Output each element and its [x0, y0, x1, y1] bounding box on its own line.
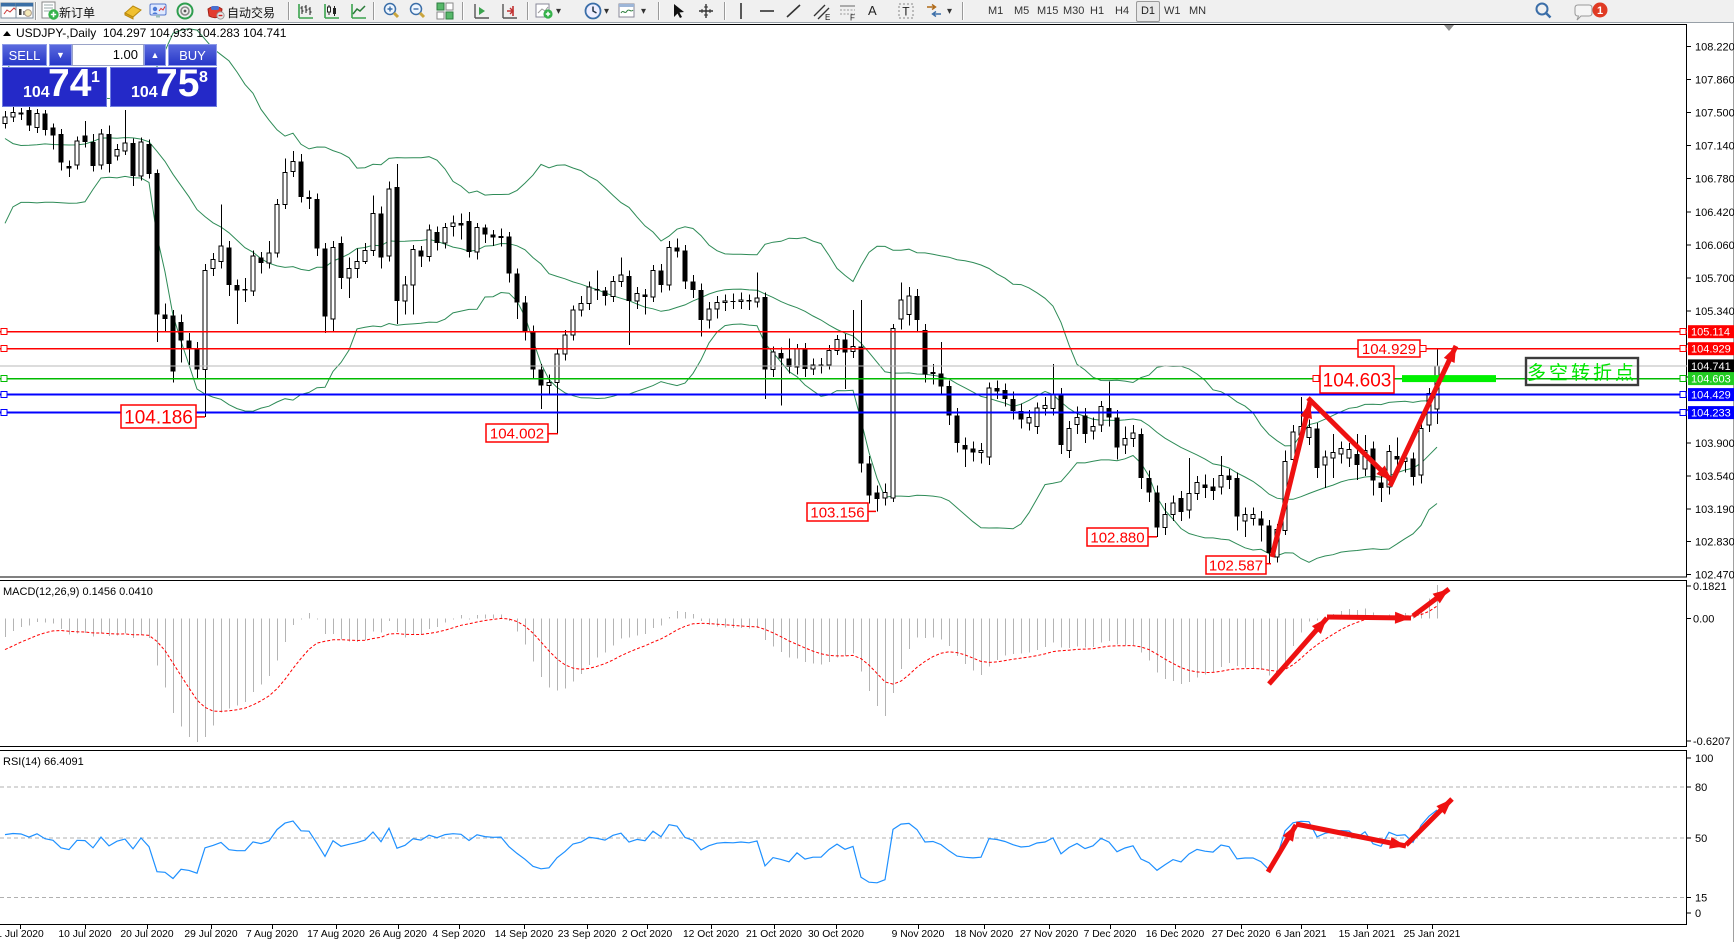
svg-text:26 Aug 2020: 26 Aug 2020 [369, 929, 427, 940]
svg-text:102.880: 102.880 [1090, 529, 1144, 546]
svg-text:103.190: 103.190 [1695, 504, 1734, 516]
svg-text:0.00: 0.00 [1693, 613, 1714, 625]
svg-text:103.900: 103.900 [1695, 438, 1734, 450]
svg-text:104.741: 104.741 [1691, 361, 1731, 373]
svg-text:9 Nov 2020: 9 Nov 2020 [892, 929, 945, 940]
svg-text:14 Sep 2020: 14 Sep 2020 [495, 929, 554, 940]
svg-text:21 Oct 2020: 21 Oct 2020 [746, 929, 802, 940]
svg-text:0: 0 [1695, 908, 1701, 920]
svg-text:102.830: 102.830 [1695, 536, 1734, 548]
svg-text:-0.6207: -0.6207 [1693, 736, 1730, 748]
svg-text:104.429: 104.429 [1691, 390, 1731, 402]
svg-text:7 Dec 2020: 7 Dec 2020 [1084, 929, 1137, 940]
svg-text:29 Jul 2020: 29 Jul 2020 [184, 929, 238, 940]
svg-text:15 Jan 2021: 15 Jan 2021 [1339, 929, 1396, 940]
svg-text:100: 100 [1695, 753, 1713, 765]
svg-text:12 Oct 2020: 12 Oct 2020 [683, 929, 739, 940]
svg-text:27 Nov 2020: 27 Nov 2020 [1020, 929, 1079, 940]
svg-text:23 Sep 2020: 23 Sep 2020 [558, 929, 617, 940]
svg-text:RSI(14) 66.4091: RSI(14) 66.4091 [3, 756, 84, 768]
svg-text:108.220: 108.220 [1695, 42, 1734, 54]
svg-text:T: T [902, 5, 910, 19]
svg-text:10 Jul 2020: 10 Jul 2020 [58, 929, 112, 940]
svg-text:6 Jan 2021: 6 Jan 2021 [1276, 929, 1327, 940]
svg-text:18 Nov 2020: 18 Nov 2020 [955, 929, 1014, 940]
svg-text:105.700: 105.700 [1695, 273, 1734, 285]
svg-text:103.540: 103.540 [1695, 471, 1734, 483]
svg-text:50: 50 [1695, 833, 1707, 845]
svg-text:106.060: 106.060 [1695, 240, 1734, 252]
svg-text:16 Dec 2020: 16 Dec 2020 [1146, 929, 1205, 940]
svg-text:4 Sep 2020: 4 Sep 2020 [433, 929, 486, 940]
svg-text:105.340: 105.340 [1695, 306, 1734, 318]
svg-text:104.002: 104.002 [490, 425, 544, 442]
svg-text:102.587: 102.587 [1209, 557, 1263, 574]
svg-text:F: F [850, 14, 855, 22]
svg-text:80: 80 [1695, 782, 1707, 794]
svg-text:1 Jul 2020: 1 Jul 2020 [0, 929, 44, 940]
svg-text:1: 1 [1597, 5, 1603, 17]
svg-text:USDJPY-,Daily 104.297 104.933: USDJPY-,Daily 104.297 104.933 104.283 10… [16, 26, 287, 40]
svg-text:20 Jul 2020: 20 Jul 2020 [120, 929, 174, 940]
svg-text:104.929: 104.929 [1691, 344, 1731, 356]
svg-text:107.500: 107.500 [1695, 108, 1734, 120]
svg-text:107.860: 107.860 [1695, 75, 1734, 87]
svg-text:E: E [825, 13, 830, 21]
svg-text:104.186: 104.186 [124, 407, 193, 428]
svg-text:25 Jan 2021: 25 Jan 2021 [1404, 929, 1461, 940]
svg-text:多空转折点: 多空转折点 [1527, 362, 1637, 384]
svg-text:MACD(12,26,9) 0.1456 0.0410: MACD(12,26,9) 0.1456 0.0410 [3, 586, 153, 598]
svg-text:17 Aug 2020: 17 Aug 2020 [307, 929, 365, 940]
svg-text:106.420: 106.420 [1695, 207, 1734, 219]
svg-text:105.114: 105.114 [1691, 327, 1730, 339]
svg-text:15: 15 [1695, 893, 1707, 905]
svg-text:27 Dec 2020: 27 Dec 2020 [1212, 929, 1271, 940]
svg-text:103.156: 103.156 [810, 504, 864, 521]
svg-text:7 Aug 2020: 7 Aug 2020 [246, 929, 298, 940]
svg-text:104.603: 104.603 [1323, 370, 1392, 391]
svg-text:104.603: 104.603 [1691, 374, 1731, 386]
svg-text:104.233: 104.233 [1691, 408, 1731, 420]
svg-text:0.1821: 0.1821 [1693, 581, 1727, 593]
svg-text:102.470: 102.470 [1695, 569, 1734, 581]
svg-text:107.140: 107.140 [1695, 141, 1734, 153]
svg-text:104.929: 104.929 [1362, 341, 1416, 358]
svg-text:30 Oct 2020: 30 Oct 2020 [808, 929, 864, 940]
svg-text:2 Oct 2020: 2 Oct 2020 [622, 929, 673, 940]
svg-text:106.780: 106.780 [1695, 174, 1734, 186]
